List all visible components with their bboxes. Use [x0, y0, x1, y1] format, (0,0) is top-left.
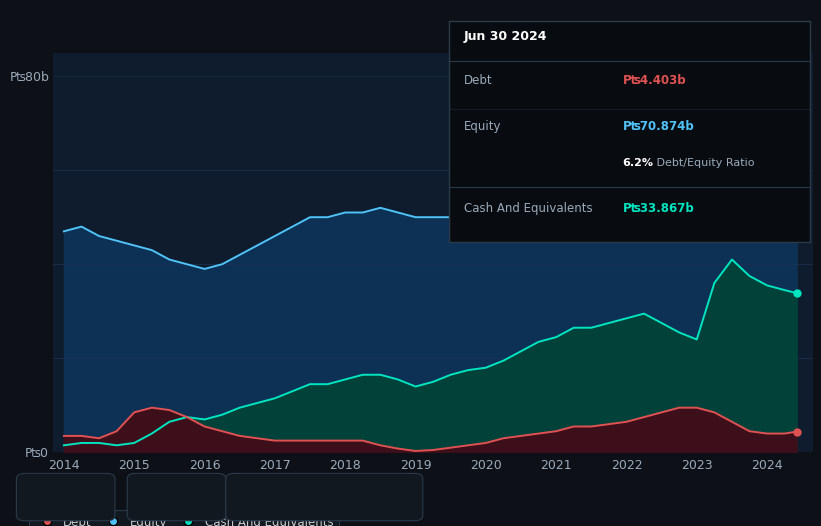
- Text: Debt/Equity Ratio: Debt/Equity Ratio: [654, 158, 754, 168]
- Text: ₧70.874b: ₧70.874b: [622, 120, 695, 134]
- Legend: Debt, Equity, Cash And Equivalents: Debt, Equity, Cash And Equivalents: [29, 510, 339, 526]
- Text: 6.2%: 6.2%: [622, 158, 654, 168]
- Text: Equity: Equity: [464, 120, 501, 134]
- Text: Debt: Debt: [464, 74, 492, 87]
- Text: Cash And Equivalents: Cash And Equivalents: [464, 202, 592, 215]
- Point: [790, 289, 803, 297]
- Text: ₧33.867b: ₧33.867b: [622, 202, 695, 215]
- Point: [790, 115, 803, 123]
- Text: Jun 30 2024: Jun 30 2024: [464, 30, 547, 43]
- Text: ₧4.403b: ₧4.403b: [622, 74, 686, 87]
- Point: [790, 428, 803, 436]
